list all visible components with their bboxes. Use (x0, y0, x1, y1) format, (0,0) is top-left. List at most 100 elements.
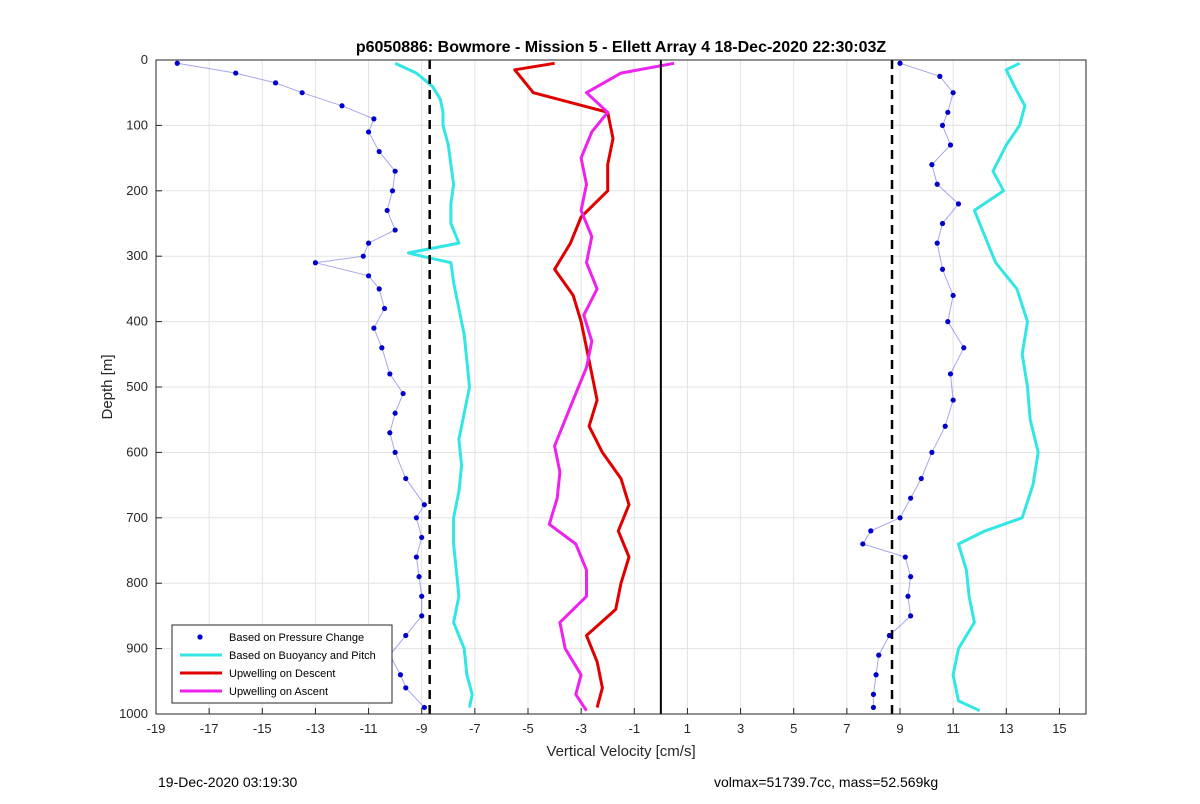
x-axis-ticks: -19 -17 -15 -13 -11 -9 -7 -5 -3 -1 1 3 5 7 9 11 13 15 (147, 708, 1067, 736)
pressure-point (419, 613, 425, 619)
pressure-trace (177, 62, 425, 708)
y-tick-label: 0 (141, 52, 148, 67)
pressure-point (403, 685, 409, 691)
pressure-point (299, 90, 305, 96)
y-axis-ticks: 0 100 200 300 400 500 600 700 800 900 1000 (119, 52, 162, 721)
x-tick-label: -13 (306, 721, 325, 736)
x-tick-label: 13 (999, 721, 1013, 736)
legend-label: Upwelling on Descent (229, 668, 335, 680)
pressure-point (421, 704, 427, 711)
x-tick-label: -11 (360, 721, 378, 736)
pressure-point (381, 305, 388, 312)
footer-volmax-mass: volmax=51739.7cc, mass=52.569kg (714, 774, 939, 790)
x-tick-label: -7 (469, 721, 481, 736)
x-axis-label: Vertical Velocity [cm/s] (546, 743, 695, 760)
pressure-point (384, 207, 390, 214)
x-tick-label: -17 (200, 721, 219, 736)
x-tick-label: 11 (946, 721, 960, 736)
pressure-point (389, 188, 396, 194)
x-tick-label: -9 (416, 721, 428, 736)
pressure-point (939, 266, 946, 272)
legend-swatch-dot (197, 634, 203, 640)
pressure-point (908, 574, 914, 580)
pressure-point (908, 495, 914, 501)
buoyancy-descent-line (394, 61, 474, 708)
pressure-series-ascent (860, 60, 967, 711)
legend-label: Based on Pressure Change (229, 632, 364, 644)
footer-timestamp: 19-Dec-2020 03:19:30 (158, 774, 298, 790)
pressure-point (419, 534, 425, 541)
buoyancy-ascent-line (951, 61, 1040, 713)
pressure-point (929, 449, 935, 455)
upwelling-ascent-line (547, 61, 675, 712)
pressure-point (419, 593, 425, 599)
pressure-point (365, 273, 372, 279)
pressure-point (376, 286, 382, 292)
x-tick-label: -3 (575, 721, 587, 736)
pressure-point (950, 397, 956, 403)
pressure-point (886, 632, 892, 639)
pressure-point (937, 73, 943, 79)
pressure-point (947, 142, 954, 148)
legend-label: Based on Buoyancy and Pitch (229, 650, 376, 662)
pressure-point (950, 90, 956, 96)
pressure-point (934, 240, 940, 246)
pressure-point (955, 201, 962, 207)
pressure-point (387, 430, 393, 436)
pressure-point (392, 227, 398, 233)
pressure-point (942, 423, 948, 429)
pressure-point (961, 345, 967, 351)
pressure-point (233, 70, 239, 76)
pressure-point (870, 691, 877, 697)
pressure-point (902, 554, 908, 560)
y-tick-label: 200 (126, 183, 148, 198)
y-tick-label: 100 (126, 117, 148, 132)
x-tick-label: 3 (737, 721, 744, 736)
pressure-point (947, 371, 954, 377)
pressure-series-descent (174, 60, 427, 711)
pressure-point (870, 704, 877, 711)
y-tick-label: 400 (126, 314, 148, 329)
pressure-point (950, 292, 956, 299)
pressure-point (376, 148, 382, 155)
x-tick-label: -1 (629, 721, 641, 736)
pressure-point (392, 449, 398, 455)
pressure-point (272, 80, 279, 86)
y-axis-label: Depth [m] (99, 354, 116, 419)
y-tick-label: 700 (126, 510, 148, 525)
y-tick-label: 800 (126, 575, 148, 590)
pressure-point (918, 475, 924, 482)
pressure-point (929, 162, 935, 168)
pressure-point (360, 253, 366, 259)
pressure-point (939, 220, 946, 227)
pressure-point (387, 371, 393, 377)
y-tick-label: 600 (126, 444, 148, 459)
pressure-point (908, 613, 914, 619)
pressure-point (403, 632, 409, 639)
x-tick-label: 1 (684, 721, 691, 736)
reference-lines (428, 60, 894, 714)
chart-title: p6050886: Bowmore - Mission 5 - Ellett A… (356, 39, 887, 56)
pressure-point (371, 116, 377, 122)
pressure-point (945, 319, 951, 325)
legend: Based on Pressure Change Based on Buoyanc… (171, 624, 393, 704)
pressure-point (365, 129, 372, 135)
pressure-point (339, 103, 345, 109)
x-tick-label: 15 (1052, 721, 1066, 736)
pressure-trace (862, 62, 965, 708)
x-tick-label: -19 (147, 721, 166, 736)
pressure-point (400, 390, 406, 397)
pressure-point (413, 515, 419, 521)
pressure-point (403, 475, 409, 482)
pressure-point (312, 260, 319, 266)
pressure-point (873, 672, 879, 678)
pressure-point (860, 541, 866, 547)
pressure-point (392, 410, 398, 416)
pressure-point (365, 240, 372, 246)
y-tick-label: 300 (126, 248, 148, 263)
pressure-point (897, 60, 903, 66)
x-tick-label: 5 (790, 721, 797, 736)
pressure-point (416, 574, 422, 580)
grid (155, 59, 1086, 715)
